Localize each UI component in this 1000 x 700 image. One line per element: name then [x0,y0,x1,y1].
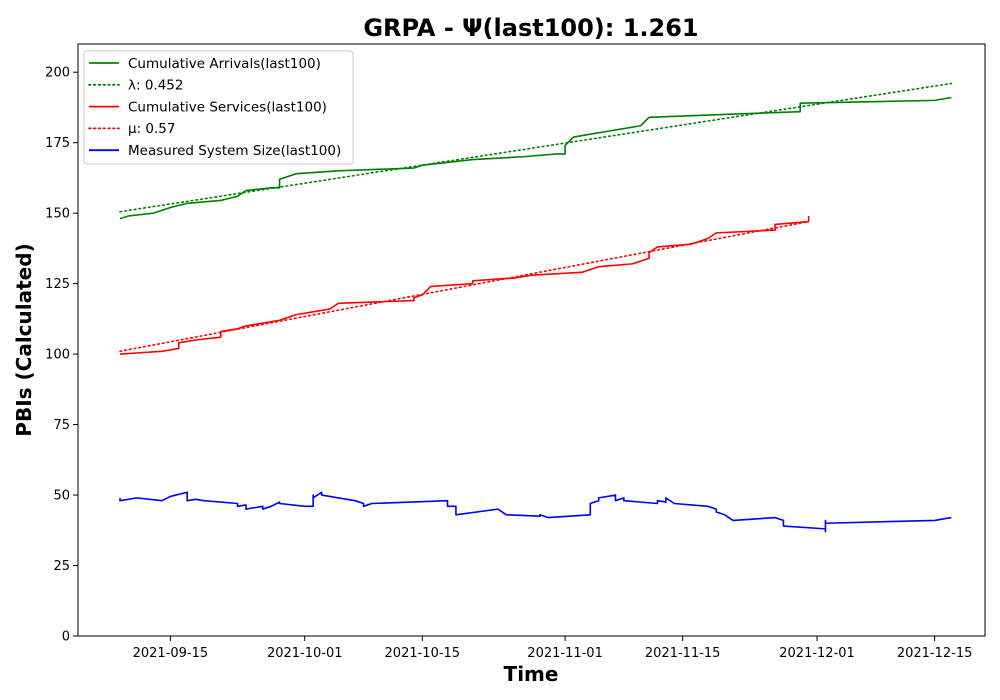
series-line-4 [119,491,952,533]
x-tick-label: 2021-10-01 [267,646,343,661]
x-tick-label: 2021-12-15 [897,646,973,661]
x-tick-label: 2021-12-01 [779,646,855,661]
legend-box [83,50,354,165]
x-tick-label: 2021-10-15 [385,646,461,661]
series-layer [119,82,953,533]
x-tick-label: 2021-11-01 [527,646,603,661]
x-tick-label: 2021-09-15 [133,646,209,661]
y-tick-label: 0 [62,630,70,645]
legend-label-1: λ: 0.452 [128,78,183,94]
series-line-0 [119,96,952,220]
legend-label-0: Cumulative Arrivals(last100) [128,56,321,72]
y-tick-label: 25 [53,559,70,574]
legend: Cumulative Arrivals(last100) λ: 0.452 Cumu… [83,50,354,165]
x-tick-label: 2021-11-15 [645,646,721,661]
y-tick-label: 125 [45,277,70,292]
y-axis-ticks: 0 25 50 75 100 125 150 175 200 [45,66,78,645]
y-tick-label: 100 [45,348,70,363]
y-axis-title: PBIs (Calculated) [12,243,36,436]
y-tick-label: 150 [45,207,70,222]
y-tick-label: 175 [45,136,70,151]
chart-title: GRPA - Ψ(last100): 1.261 [363,14,698,42]
series-line-3 [119,220,810,353]
legend-label-2: Cumulative Services(last100) [128,99,327,115]
y-tick-label: 50 [53,489,70,504]
y-tick-label: 75 [53,418,70,433]
plot-frame [77,43,986,637]
x-axis-ticks: 2021-09-15 2021-10-01 2021-10-15 2021-11-01… [133,636,973,661]
series-line-2 [119,215,810,355]
x-axis-title: Time [504,662,559,686]
legend-label-4: Measured System Size(last100) [128,143,341,159]
series-line-1 [119,82,953,213]
legend-label-3: μ: 0.57 [128,121,176,137]
y-tick-label: 200 [45,66,70,81]
